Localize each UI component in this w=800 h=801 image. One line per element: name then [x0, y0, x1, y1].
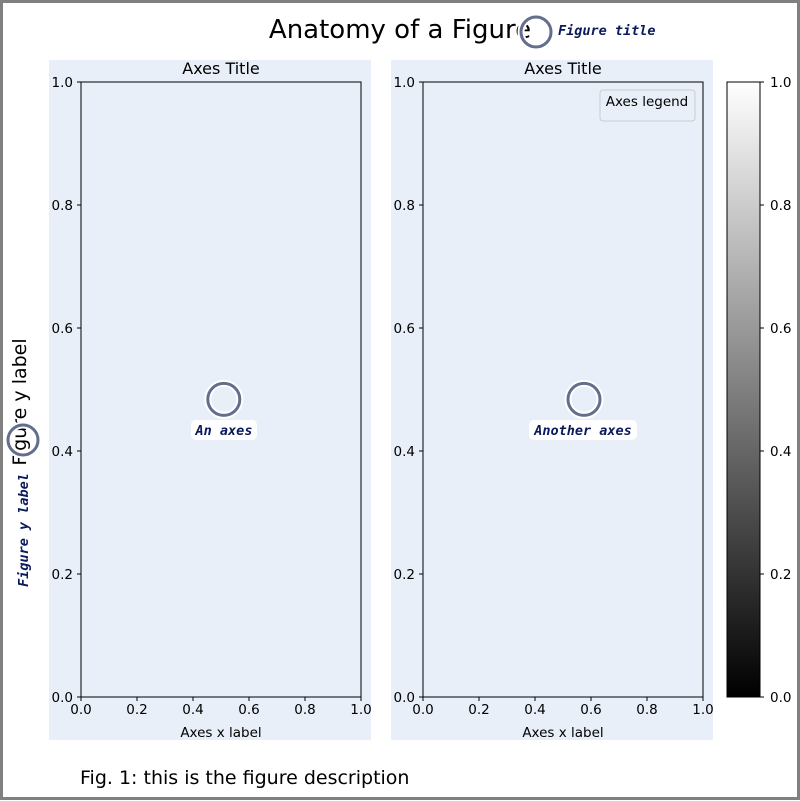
colorbar-tick-label: 0.8	[770, 198, 791, 214]
axes-right-ytick-label: 0.2	[394, 567, 415, 583]
colorbar-tick-label: 0.0	[770, 690, 791, 706]
axes-legend-title: Axes legend	[606, 94, 689, 110]
axes-legend-box	[599, 89, 696, 122]
axes-left-xtick-label: 0.4	[182, 702, 203, 718]
axes-right-ytick-label: 0.0	[394, 690, 415, 706]
axes-right-xtick-label: 0.6	[580, 702, 601, 718]
axes-left-annotation-bg	[191, 420, 257, 440]
axes-right-annotation-bg	[529, 420, 637, 440]
figure-title-marker-ring	[519, 15, 553, 49]
axes-left-ytick-label: 0.8	[52, 198, 73, 214]
axes-right-xtick-label: 0.4	[524, 702, 545, 718]
axes-left-xtick-label: 0.6	[238, 702, 259, 718]
axes-right-xtick-label: 0.8	[636, 702, 657, 718]
axes-right-ytick-label: 0.4	[394, 444, 415, 460]
axes-right-xtick-label: 0.2	[468, 702, 489, 718]
colorbar-tick-label: 1.0	[770, 75, 791, 91]
axes-left-xtick-label: 0.2	[126, 702, 147, 718]
axes-right: Axes Title Axes x label 0.0 0.2 0.4 0.6 0.8 1…	[391, 59, 714, 741]
axes-left-ytick-label: 0.0	[52, 690, 73, 706]
axes-left-xtick-label: 1.0	[350, 702, 371, 718]
axes-left: Axes Title Axes x label 0.0 0.2 0.4 0.6 0.8 1…	[49, 59, 372, 741]
colorbar-tick-label: 0.6	[770, 321, 791, 337]
axes-left-ytick-label: 0.6	[52, 321, 73, 337]
axes-left-ytick-label: 0.2	[52, 567, 73, 583]
axes-right-xlabel: Axes x label	[522, 725, 603, 741]
colorbar-tick-label: 0.2	[770, 567, 791, 583]
figure-title-annotation-bg	[556, 21, 660, 40]
axes-left-xtick-label: 0.0	[70, 702, 91, 718]
axes-left-xlabel: Axes x label	[180, 725, 261, 741]
figure-description: Fig. 1: this is the figure description	[80, 767, 409, 789]
colorbar: 0.0 0.2 0.4 0.6 0.8 1.0	[726, 75, 791, 706]
figure-title: Anatomy of a Figure	[269, 15, 531, 45]
axes-right-ticks: 0.0 0.2 0.4 0.6 0.8 1.0 0.0 0.2 0.4 0.6 0.8 1.0	[394, 75, 714, 718]
figure-ylabel-annotation: Figure y label	[16, 473, 32, 587]
axes-right-xtick-label: 0.0	[412, 702, 433, 718]
figure-canvas: Anatomy of a Figure Figure y label Axes …	[4, 13, 791, 789]
axes-left-marker-ring	[206, 381, 242, 417]
axes-left-xtick-label: 0.8	[294, 702, 315, 718]
axes-right-ytick-label: 1.0	[394, 75, 415, 91]
axes-legend: Axes legend	[599, 89, 696, 122]
colorbar-gradient	[726, 81, 761, 698]
axes-right-annotation: Another axes	[533, 423, 632, 439]
figure-title-annotation: Figure title	[558, 23, 656, 39]
axes-left-ticks: 0.0 0.2 0.4 0.6 0.8 1.0 0.0 0.2 0.4 0.6 0.8 1.0	[52, 75, 372, 718]
axes-left-plot-area	[80, 81, 362, 698]
axes-right-title: Axes Title	[524, 59, 601, 78]
axes-left-ytick-label: 0.4	[52, 444, 73, 460]
axes-right-ytick-label: 0.8	[394, 198, 415, 214]
axes-right-xtick-label: 1.0	[692, 702, 713, 718]
axes-right-marker-ring	[566, 381, 602, 417]
axes-left-annotation: An axes	[195, 423, 253, 439]
figure-ylabel-marker-ring	[6, 423, 40, 457]
figure-ylabel: Figure y label	[9, 338, 31, 465]
axes-right-plot-area	[422, 81, 704, 698]
colorbar-ticks: 0.0 0.2 0.4 0.6 0.8 1.0	[760, 75, 791, 706]
colorbar-tick-label: 0.4	[770, 444, 791, 460]
axes-left-title: Axes Title	[182, 59, 259, 78]
axes-right-ytick-label: 0.6	[394, 321, 415, 337]
axes-left-ytick-label: 1.0	[52, 75, 73, 91]
